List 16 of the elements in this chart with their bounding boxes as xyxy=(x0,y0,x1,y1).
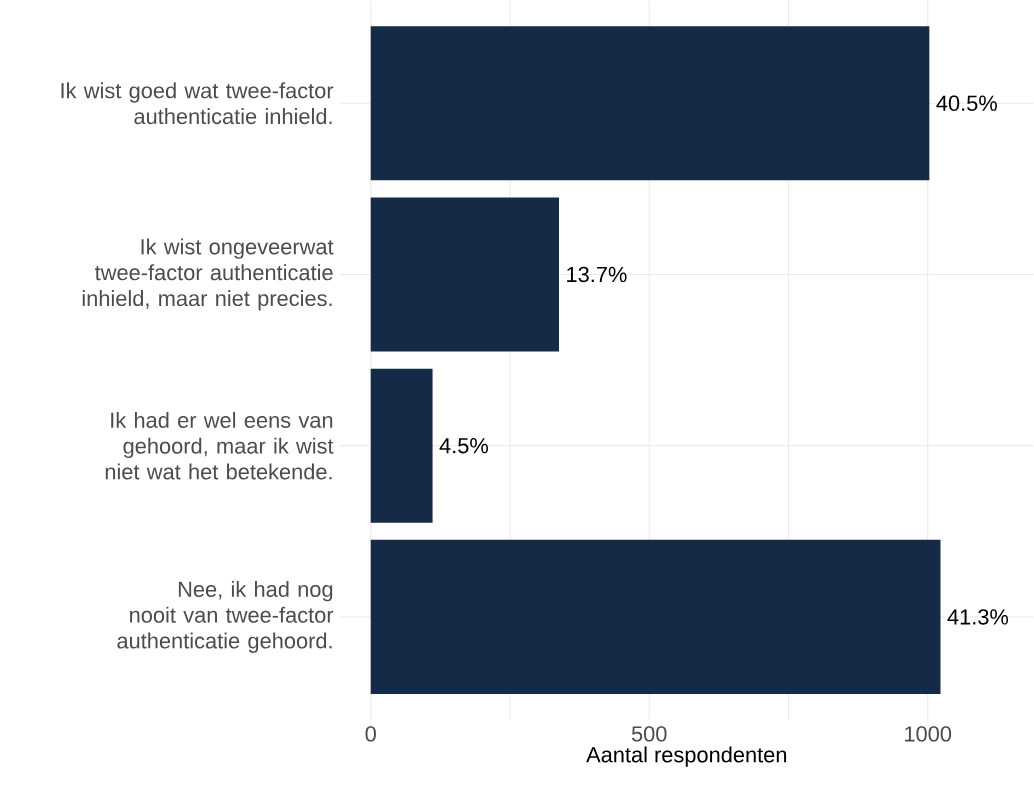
annotation: 4.5% xyxy=(439,437,488,454)
x-tick-label: 1000 xyxy=(905,726,952,742)
y-tick-label: Ik had er wel eens van gehoord, maar ik wist niet wat het betekende. xyxy=(105,411,334,480)
bar xyxy=(370,26,930,181)
annotation: 40.5% xyxy=(936,95,997,111)
bar xyxy=(370,197,559,352)
annotation: 41.3% xyxy=(947,609,1009,625)
bar xyxy=(370,539,941,694)
y-tick-label: Nee, ik had nog nooit van twee-factor authenticatie gehoord. xyxy=(117,580,334,653)
x-tick-label: 500 xyxy=(631,726,667,742)
annotation: 13.7% xyxy=(567,266,627,283)
y-tick-label: Ik wist ongeveerwat twee-factor authenticatie inhield, maar niet precies. xyxy=(82,238,334,311)
y-tick-label: Ik wist goed wat twee-factor authenticatie inhield. xyxy=(61,82,334,125)
x-tick-label: 0 xyxy=(365,726,376,742)
bar xyxy=(370,368,433,523)
x-axis-title: Aantal respondenten xyxy=(586,746,787,767)
